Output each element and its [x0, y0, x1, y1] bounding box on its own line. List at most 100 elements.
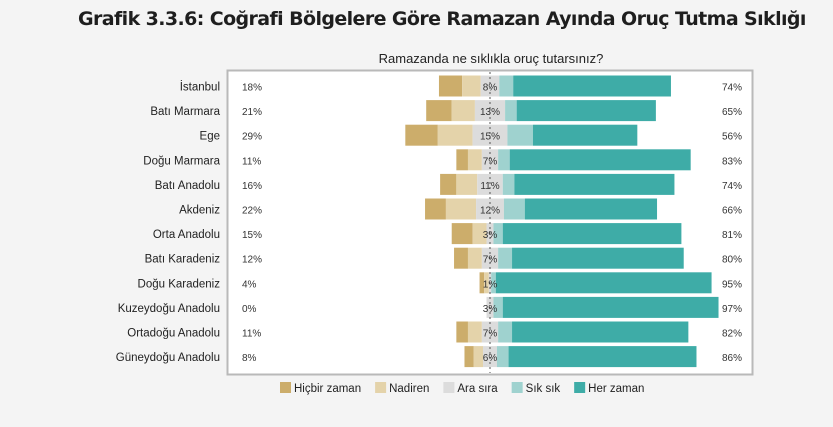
bar-bati-marmara-nadiren: [451, 100, 475, 122]
bar-ege-sik-sik: [507, 124, 533, 146]
middle-value-label: 6%: [483, 353, 498, 364]
category-label-ege: Ege: [200, 131, 220, 143]
legend-label-hicbir-zaman: Hiçbir zaman: [294, 383, 361, 395]
middle-value-label: 8%: [483, 83, 498, 94]
middle-value-label: 1%: [483, 279, 498, 290]
left-total-label: 22%: [242, 206, 262, 217]
left-total-label: 21%: [242, 107, 262, 118]
left-total-label: 0%: [242, 304, 257, 315]
left-total-label: 12%: [242, 255, 262, 266]
bar-guneydogu-anadolu-nadiren: [473, 346, 484, 368]
bar-dogu-karadeniz-nadiren: [484, 272, 489, 294]
bar-bati-anadolu-ara-sira: [477, 173, 503, 195]
bar-ege-nadiren: [437, 124, 473, 146]
bar-bati-marmara-sik-sik: [505, 100, 517, 122]
bar-akdeniz-sik-sik: [503, 198, 525, 220]
category-label-dogu-marmara: Doğu Marmara: [143, 155, 220, 167]
bar-dogu-marmara-hicbir-zaman: [456, 149, 468, 171]
left-total-label: 4%: [242, 279, 257, 290]
bar-bati-anadolu-sik-sik: [502, 173, 515, 195]
middle-value-label: 11%: [480, 181, 499, 192]
left-total-label: 29%: [242, 132, 262, 143]
category-label-orta-anadolu: Orta Anadolu: [153, 229, 220, 241]
right-total-label: 65%: [722, 107, 742, 118]
bar-bati-marmara-ara-sira: [474, 100, 506, 122]
bar-ortadogu-anadolu-sik-sik: [498, 321, 513, 343]
middle-value-label: 13%: [480, 107, 500, 118]
legend-swatch-sik-sik: [511, 382, 523, 393]
middle-value-label: 3%: [483, 304, 498, 315]
left-total-label: 15%: [242, 230, 262, 241]
bar-i-stanbul-nadiren: [462, 75, 481, 97]
right-total-label: 74%: [722, 181, 742, 192]
right-total-label: 56%: [722, 132, 742, 143]
left-total-label: 8%: [242, 353, 257, 364]
page-title: Grafik 3.3.6: Coğrafi Bölgelere Göre Ram…: [78, 8, 806, 30]
right-total-label: 66%: [722, 206, 742, 217]
bar-i-stanbul-sik-sik: [499, 75, 514, 97]
bar-dogu-marmara-ara-sira: [481, 149, 499, 171]
middle-value-label: 3%: [483, 230, 498, 241]
bar-ege-her-zaman: [532, 124, 638, 146]
left-total-label: 18%: [242, 83, 262, 94]
bar-orta-anadolu-her-zaman: [502, 223, 682, 245]
bar-dogu-karadeniz-hicbir-zaman: [479, 272, 485, 294]
right-total-label: 82%: [722, 329, 742, 340]
legend-label-nadiren: Nadiren: [389, 383, 429, 395]
right-total-label: 83%: [722, 156, 742, 167]
right-total-label: 86%: [722, 353, 742, 364]
category-label-bati-marmara: Batı Marmara: [150, 106, 220, 118]
bar-bati-karadeniz-sik-sik: [498, 247, 513, 269]
right-total-label: 95%: [722, 279, 742, 290]
bar-ortadogu-anadolu-hicbir-zaman: [456, 321, 468, 343]
middle-value-label: 7%: [483, 329, 498, 340]
bar-guneydogu-anadolu-sik-sik: [496, 346, 509, 368]
middle-value-label: 12%: [480, 206, 500, 217]
bar-bati-karadeniz-nadiren: [467, 247, 482, 269]
bar-orta-anadolu-hicbir-zaman: [451, 223, 473, 245]
bar-kuzeydogu-anadolu-sik-sik: [493, 296, 503, 318]
bar-ege-ara-sira: [472, 124, 508, 146]
left-total-label: 11%: [242, 329, 261, 340]
bar-dogu-marmara-nadiren: [467, 149, 482, 171]
chart-title: Ramazanda ne sıklıkla oruç tutarsınız?: [379, 51, 604, 66]
bar-dogu-marmara-sik-sik: [498, 149, 510, 171]
category-label-i-stanbul: İstanbul: [180, 81, 220, 94]
bar-bati-marmara-her-zaman: [516, 100, 656, 122]
bar-ortadogu-anadolu-her-zaman: [512, 321, 689, 343]
bar-bati-marmara-hicbir-zaman: [426, 100, 452, 122]
bar-ege-hicbir-zaman: [405, 124, 438, 146]
bar-bati-anadolu-her-zaman: [514, 173, 675, 195]
category-label-kuzeydogu-anadolu: Kuzeydoğu Anadolu: [118, 303, 220, 315]
right-total-label: 81%: [722, 230, 742, 241]
bar-akdeniz-nadiren: [445, 198, 477, 220]
left-total-label: 16%: [242, 181, 262, 192]
bar-kuzeydogu-anadolu-her-zaman: [502, 296, 719, 318]
left-total-label: 11%: [242, 156, 261, 167]
legend-label-ara-sira: Ara sıra: [457, 383, 498, 395]
bar-dogu-karadeniz-sik-sik: [491, 272, 496, 294]
bar-akdeniz-hicbir-zaman: [425, 198, 446, 220]
bar-guneydogu-anadolu-ara-sira: [483, 346, 497, 368]
legend-label-sik-sik: Sık sık: [526, 383, 561, 395]
bar-guneydogu-anadolu-her-zaman: [508, 346, 697, 368]
bar-i-stanbul-her-zaman: [513, 75, 671, 97]
bar-bati-karadeniz-hicbir-zaman: [454, 247, 468, 269]
category-label-guneydogu-anadolu: Güneydoğu Anadolu: [116, 352, 220, 364]
bar-guneydogu-anadolu-hicbir-zaman: [464, 346, 474, 368]
category-label-bati-karadeniz: Batı Karadeniz: [145, 254, 221, 266]
legend-label-her-zaman: Her zaman: [588, 383, 644, 395]
bar-dogu-karadeniz-her-zaman: [495, 272, 712, 294]
bar-i-stanbul-hicbir-zaman: [438, 75, 463, 97]
legend-swatch-her-zaman: [574, 382, 586, 393]
legend-swatch-nadiren: [375, 382, 387, 393]
right-total-label: 74%: [722, 83, 742, 94]
category-label-akdeniz: Akdeniz: [179, 205, 220, 217]
bar-orta-anadolu-sik-sik: [493, 223, 503, 245]
category-label-ortadogu-anadolu: Ortadoğu Anadolu: [127, 328, 220, 340]
legend-swatch-hicbir-zaman: [280, 382, 291, 393]
bar-dogu-marmara-her-zaman: [509, 149, 691, 171]
bar-bati-anadolu-nadiren: [456, 173, 478, 195]
bar-akdeniz-her-zaman: [524, 198, 658, 220]
